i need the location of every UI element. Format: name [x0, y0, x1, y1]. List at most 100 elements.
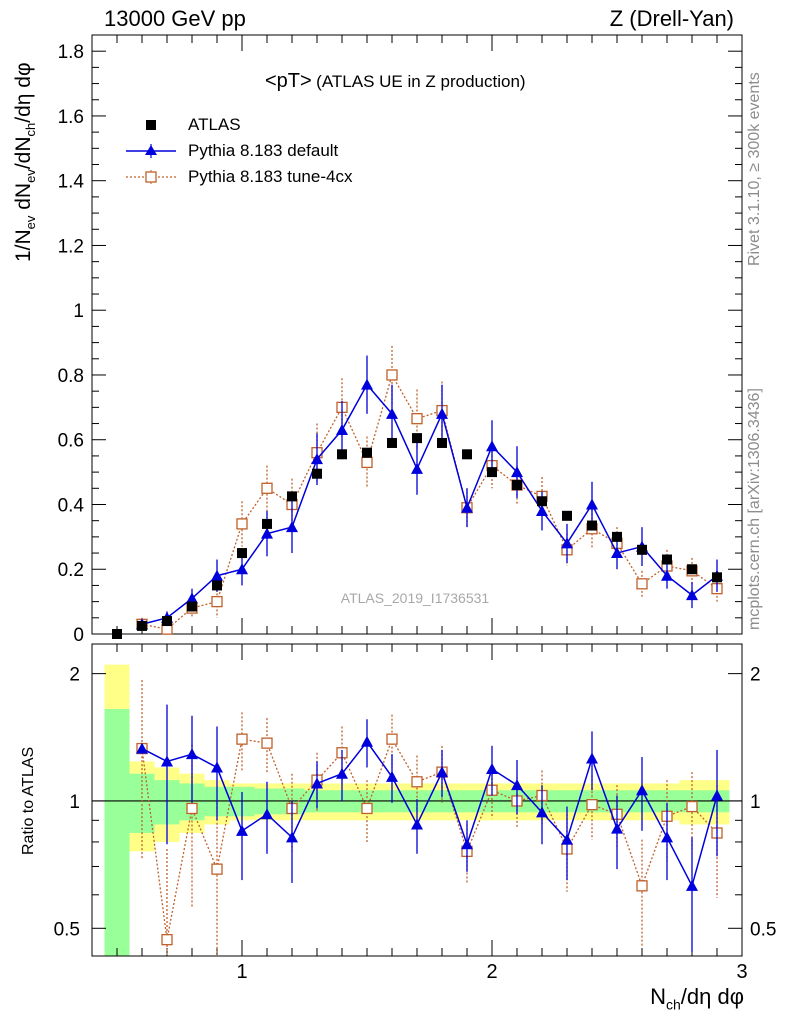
default-main-point — [561, 537, 573, 549]
atlas-data-point — [362, 447, 372, 458]
tune-main-point — [261, 482, 273, 494]
default-main-point — [411, 462, 423, 474]
default-main-point — [486, 440, 498, 452]
x-tick-label: 1 — [236, 961, 247, 983]
tune-ratio-point — [161, 934, 173, 946]
atlas-data-point — [412, 433, 422, 444]
tune-ratio-point — [386, 733, 398, 745]
legend-tune-marker — [126, 170, 176, 184]
y-axis-label-main: 1/Nev dNev/dNch/dη dφ — [12, 62, 39, 262]
default-main-line — [141, 383, 718, 626]
main-y-tick-label: 0.6 — [58, 431, 84, 452]
default-ratio-point — [161, 755, 173, 767]
tune-main-point — [236, 518, 248, 530]
default-ratio-point — [136, 742, 148, 754]
main-y-tick-label: 1 — [73, 301, 84, 322]
default-main-point — [286, 521, 298, 533]
ratio-band-inner — [104, 708, 130, 956]
default-ratio-point — [686, 879, 698, 891]
atlas-data-point — [637, 544, 647, 555]
tune-main-point — [386, 369, 398, 381]
plot-title: <pT> (ATLAS UE in Z production) — [265, 70, 526, 93]
tune-ratio-point — [186, 802, 198, 815]
main-y-tick-label: 0.4 — [58, 495, 85, 516]
ratio-y-tick-label: 0.5 — [54, 919, 80, 940]
atlas-data-point — [512, 480, 522, 491]
ratio-y-tick-label-right: 1 — [750, 792, 761, 813]
default-ratio-point — [261, 808, 273, 820]
default-ratio-point — [536, 806, 548, 818]
default-ratio-point — [561, 833, 573, 845]
default-ratio-point — [211, 761, 223, 773]
mcplots-reference-label: mcplots.cern.ch [arXiv:1306.3436] — [746, 388, 763, 630]
default-ratio-point — [461, 838, 473, 850]
default-main-point — [611, 547, 623, 559]
default-main-point — [536, 504, 548, 516]
atlas-data-point — [587, 520, 597, 531]
tune-ratio-point — [686, 800, 698, 813]
tune-main-point — [411, 413, 423, 425]
atlas-data-point — [162, 616, 172, 627]
atlas-data-point — [187, 601, 197, 612]
y-axis-label-ratio: Ratio to ATLAS — [20, 746, 37, 855]
tune-ratio-point — [586, 799, 598, 811]
legend-label-tune: Pythia 8.183 tune-4cx — [188, 167, 353, 186]
x-tick-label: 3 — [736, 961, 747, 983]
default-main-point — [386, 407, 398, 419]
atlas-data-point — [387, 437, 397, 448]
tune-main-point — [636, 578, 648, 590]
main-y-tick-label: 1.4 — [58, 172, 85, 193]
atlas-data-point — [612, 531, 622, 542]
default-main-point — [361, 378, 373, 390]
x-axis-label: Nch/dη dφ — [650, 984, 744, 1013]
legend-label-default: Pythia 8.183 default — [188, 141, 339, 160]
main-y-tick-label: 0.2 — [58, 560, 84, 581]
default-ratio-line — [141, 740, 718, 888]
ratio-y-tick-label-right: 0.5 — [750, 919, 776, 940]
tune-main-point — [361, 456, 373, 469]
atlas-data-point — [562, 510, 572, 521]
rivet-version-label: Rivet 3.1.10, ≥ 300k events — [746, 72, 763, 266]
tune-ratio-point — [636, 880, 648, 892]
atlas-data-point — [687, 564, 697, 575]
legend-atlas-marker — [146, 120, 156, 130]
tune-main-point — [211, 595, 223, 608]
atlas-data-point — [287, 491, 297, 502]
default-ratio-point — [636, 784, 648, 796]
default-ratio-point — [711, 789, 723, 801]
x-tick-label: 2 — [486, 961, 497, 983]
default-ratio-point — [511, 779, 523, 791]
watermark-label: ATLAS_2019_I1736531 — [341, 590, 490, 606]
atlas-data-point — [262, 518, 272, 529]
header-left-label: 13000 GeV pp — [104, 6, 246, 31]
legend-entry-tune: Pythia 8.183 tune-4cx — [118, 164, 352, 190]
main-y-tick-label: 0 — [73, 625, 84, 646]
atlas-data-point — [437, 437, 447, 448]
default-main-point — [311, 453, 323, 465]
header-right-label: Z (Drell-Yan) — [609, 6, 734, 31]
tune-ratio-point — [236, 733, 248, 745]
default-main-point — [261, 527, 273, 539]
default-ratio-point — [586, 752, 598, 764]
default-main-point — [586, 498, 598, 510]
ratio-y-tick-label: 1 — [69, 792, 80, 813]
atlas-data-point — [212, 580, 222, 591]
default-ratio-point — [286, 831, 298, 843]
legend-entry-default: Pythia 8.183 default — [118, 138, 352, 164]
tune-main-line — [141, 373, 718, 630]
default-ratio-point — [386, 770, 398, 782]
default-main-point — [336, 424, 348, 436]
default-main-point — [186, 592, 198, 604]
tune-ratio-point — [361, 802, 373, 815]
legend: ATLAS Pythia 8.183 default Pythia 8.183 … — [118, 112, 352, 190]
default-ratio-point — [236, 824, 248, 836]
default-ratio-point — [311, 777, 323, 789]
default-main-point — [511, 466, 523, 478]
legend-label-atlas: ATLAS — [188, 115, 241, 134]
plot-title-detail: (ATLAS UE in Z production) — [316, 72, 526, 91]
default-ratio-point — [661, 831, 673, 843]
main-y-tick-label: 1.6 — [58, 107, 84, 128]
plot-title-main: <pT> — [265, 70, 312, 92]
default-ratio-point — [336, 767, 348, 779]
default-main-point — [686, 589, 698, 601]
